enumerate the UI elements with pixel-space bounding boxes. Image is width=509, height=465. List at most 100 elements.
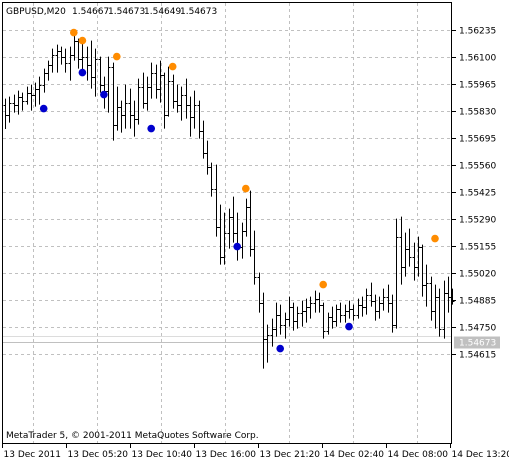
ohlc-bar xyxy=(158,60,163,103)
ohlc-bar xyxy=(240,222,245,259)
ohlc-bar xyxy=(7,96,12,123)
ohlc-bar xyxy=(123,84,128,129)
ohlc-bar xyxy=(334,304,339,327)
high-value: 1.54673 xyxy=(108,7,145,17)
ohlc-bar xyxy=(399,216,404,285)
up-fractal-dot xyxy=(70,28,78,37)
ohlc-bars xyxy=(3,34,455,369)
ohlc-bar xyxy=(244,198,249,237)
x-tick-label: 13 Dec 21:20 xyxy=(260,450,321,460)
ohlc-bar xyxy=(248,190,253,257)
ohlc-bar xyxy=(179,86,184,121)
ohlc-bar xyxy=(231,196,236,243)
ohlc-bar xyxy=(154,64,159,99)
bid-line-layer xyxy=(3,336,452,343)
up-fractal-dot xyxy=(113,52,121,61)
ohlc-bar xyxy=(283,312,288,339)
ohlc-bar xyxy=(420,244,425,297)
x-tick-label: 14 Dec 02:40 xyxy=(324,450,385,460)
ohlc-bar xyxy=(20,92,25,111)
current-price-tag xyxy=(454,336,500,349)
x-tick-label: 14 Dec 13:20 xyxy=(452,450,509,460)
ohlc-bar xyxy=(377,296,382,319)
chart-frame xyxy=(2,2,452,444)
ohlc-bar xyxy=(257,272,262,313)
ohlc-bar xyxy=(205,140,210,175)
ohlc-bar xyxy=(347,300,352,319)
ohlc-bar xyxy=(136,78,141,125)
copyright-text: MetaTrader 5, © 2001-2011 MetaQuotes Sof… xyxy=(6,431,259,441)
y-tick-label: 1.55830 xyxy=(459,108,496,118)
low-value: 1.54649 xyxy=(144,7,181,17)
ohlc-bar xyxy=(338,302,343,323)
ohlc-bar xyxy=(145,76,150,111)
ohlc-bar xyxy=(119,100,124,133)
y-tick-label: 1.54615 xyxy=(459,351,496,361)
ohlc-bar xyxy=(171,74,176,109)
price-axis[interactable]: 1.56235 1.56100 1.55965 1.55830 1.55695 1.555… xyxy=(452,27,496,361)
y-tick-label: 1.55965 xyxy=(459,81,496,91)
ohlc-bar xyxy=(59,46,64,65)
ohlc-bar xyxy=(343,304,348,323)
x-tick-label: 13 Dec 05:20 xyxy=(68,450,129,460)
ohlc-bar xyxy=(55,44,60,73)
ohlc-bar xyxy=(98,56,103,93)
ohlc-bar xyxy=(209,162,214,197)
ohlc-bar xyxy=(390,294,395,333)
ohlc-bar xyxy=(128,88,133,129)
ohlc-bar xyxy=(412,242,417,281)
ohlc-bar xyxy=(278,304,283,335)
ohlc-bar xyxy=(12,94,17,113)
ohlc-bar xyxy=(308,296,313,319)
ohlc-bar xyxy=(227,208,232,249)
ohlc-bar xyxy=(437,288,442,337)
ohlc-bar xyxy=(3,98,8,129)
ohlc-bar xyxy=(386,284,391,313)
ohlc-bar xyxy=(214,164,219,237)
ohlc-bar xyxy=(46,60,51,81)
ohlc-bar xyxy=(184,78,189,119)
time-axis[interactable]: 13 Dec 2011 13 Dec 05:20 13 Dec 10:40 13 De… xyxy=(2,444,509,460)
ohlc-bar xyxy=(25,86,30,105)
ohlc-bar xyxy=(313,290,318,313)
down-fractal-dot xyxy=(276,344,285,353)
ohlc-bar xyxy=(394,218,399,329)
ohlc-bar xyxy=(446,276,451,313)
ohlc-bar xyxy=(261,292,266,369)
ohlc-bar xyxy=(166,66,171,117)
x-tick-label: 13 Dec 2011 xyxy=(4,450,62,460)
open-value: 1.54667 xyxy=(72,7,109,17)
y-tick-label: 1.54885 xyxy=(459,297,496,307)
ohlc-bar xyxy=(50,48,55,73)
ohlc-bar xyxy=(76,38,81,69)
ohlc-bar xyxy=(132,100,137,137)
ohlc-bar xyxy=(188,96,193,137)
ohlc-bar xyxy=(85,46,90,81)
ohlc-bar xyxy=(201,120,206,159)
ohlc-bar xyxy=(115,86,120,131)
ohlc-bar xyxy=(63,48,68,73)
ohlc-bar xyxy=(162,72,167,129)
ohlc-bar xyxy=(265,324,270,363)
ohlc-bar xyxy=(149,62,154,99)
up-fractal-dot xyxy=(242,184,250,193)
ohlc-bar xyxy=(326,312,331,335)
down-fractal-dot xyxy=(78,68,87,77)
up-fractal-dot xyxy=(319,280,328,289)
ohlc-bar xyxy=(442,280,447,339)
ohlc-bar xyxy=(424,264,429,307)
y-tick-label: 1.55290 xyxy=(459,216,496,226)
ohlc-bar xyxy=(141,72,146,109)
ohlc-bar xyxy=(68,46,73,81)
down-fractal-dot xyxy=(147,124,155,133)
ohlc-bar xyxy=(407,228,412,267)
ohlc-bar xyxy=(72,34,77,61)
symbol-timeframe-label: GBPUSD,M20 xyxy=(6,7,66,17)
y-tick-label: 1.55155 xyxy=(459,243,496,253)
ohlc-bar xyxy=(356,298,361,319)
down-fractal-dot xyxy=(39,104,48,113)
ohlc-bar xyxy=(222,212,227,265)
current-price-label: 1.54673 xyxy=(459,339,496,349)
ohlc-bar xyxy=(369,282,374,307)
